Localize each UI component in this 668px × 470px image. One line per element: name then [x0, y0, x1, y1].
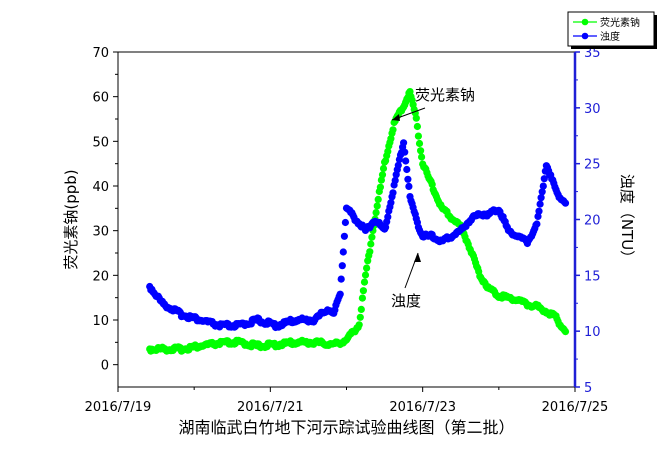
data-point [412, 114, 420, 122]
data-point [403, 165, 411, 174]
data-point [413, 122, 421, 131]
y-right-tick-label: 20 [584, 214, 601, 229]
data-point [415, 139, 424, 148]
data-point [336, 290, 344, 298]
data-point [537, 194, 545, 202]
data-point [400, 139, 408, 147]
legend-marker-2 [581, 32, 589, 40]
data-point [361, 271, 370, 279]
data-point [379, 164, 388, 173]
y-left-tick-label: 60 [92, 91, 109, 106]
legend-label-1: 荧光素钠 [600, 16, 640, 29]
y-right-tick-label: 35 [584, 46, 601, 61]
legend-marker-1 [581, 18, 589, 26]
data-point [340, 232, 348, 240]
annotation-turbidity-label: 浊度 [391, 292, 421, 310]
data-point [417, 147, 425, 155]
y-left-tick-label: 30 [92, 225, 109, 240]
annotation-turbidity-arrowhead [414, 253, 421, 262]
series-layer [146, 88, 570, 355]
y-right-tick-label: 30 [584, 102, 601, 117]
y-left-tick-label: 70 [92, 46, 109, 61]
data-point [372, 209, 380, 217]
data-point [539, 182, 547, 190]
y-right-tick-label: 5 [584, 381, 592, 396]
y-left-axis-title: 荧光素钠(ppb) [62, 169, 80, 269]
data-point [387, 135, 395, 143]
series-2 [146, 139, 570, 332]
data-point [404, 175, 412, 183]
data-point [338, 262, 346, 270]
data-point [535, 207, 543, 215]
data-point [357, 305, 365, 313]
data-point [382, 223, 390, 231]
y-left-tick-label: 0 [101, 359, 109, 374]
data-point [363, 264, 371, 272]
y-right-tick-label: 25 [584, 158, 601, 173]
data-point [376, 183, 384, 191]
data-point [402, 157, 410, 165]
data-point [401, 148, 409, 156]
data-point [414, 132, 422, 140]
legend-shadow-right [654, 15, 657, 49]
data-point [359, 287, 367, 295]
legend-label-2: 浊度 [600, 30, 620, 43]
data-point [373, 202, 381, 210]
data-point [355, 321, 363, 329]
y-left-tick-label: 20 [92, 269, 109, 284]
x-tick-label: 2016/7/19 [85, 400, 152, 415]
y-left-tick-label: 40 [92, 180, 109, 195]
annotation-fluorescein-label: 荧光素钠 [415, 86, 475, 104]
data-point [540, 175, 548, 183]
data-point [561, 199, 570, 207]
y-right-axis-title: 浊度（NTU） [618, 174, 636, 265]
x-tick-label: 2016/7/21 [237, 400, 304, 415]
data-point [394, 161, 402, 169]
data-point [536, 200, 544, 208]
data-point [389, 126, 397, 134]
data-point [378, 171, 387, 179]
data-point [339, 248, 347, 256]
y-right-tick-label: 15 [584, 269, 601, 284]
data-point [366, 248, 374, 256]
data-point [533, 220, 541, 228]
legend-shadow-bottom [571, 46, 657, 49]
data-point [360, 278, 369, 286]
annotation-fluorescein-arrowhead [392, 114, 400, 121]
data-point [538, 188, 546, 196]
data-point [356, 313, 364, 321]
series-1 [146, 88, 570, 355]
data-point [384, 147, 392, 155]
legend-box [567, 11, 655, 47]
data-point [337, 275, 345, 283]
y-left-tick-label: 50 [92, 135, 109, 150]
data-point [387, 199, 395, 207]
x-tick-label: 2016/7/25 [542, 400, 609, 415]
data-point [418, 153, 426, 161]
data-point [374, 195, 382, 203]
axes-layer: 2016/7/19 2016/7/21 2016/7/23 2016/7/25 0 10 2… [62, 46, 636, 437]
y-right-tick-label: 10 [584, 325, 601, 340]
data-point [389, 189, 397, 197]
x-axis-title: 湖南临武白竹地下河示踪试验曲线图（第二批） [178, 418, 514, 437]
data-point [391, 176, 399, 184]
data-point [384, 213, 392, 221]
data-point [368, 233, 376, 241]
y-left-tick-label: 10 [92, 314, 109, 329]
data-point [358, 294, 366, 302]
data-point [428, 180, 436, 188]
x-tick-label: 2016/7/23 [389, 400, 456, 415]
data-point [367, 240, 375, 248]
data-point [341, 218, 349, 227]
data-point [561, 328, 570, 336]
data-point [405, 182, 413, 190]
